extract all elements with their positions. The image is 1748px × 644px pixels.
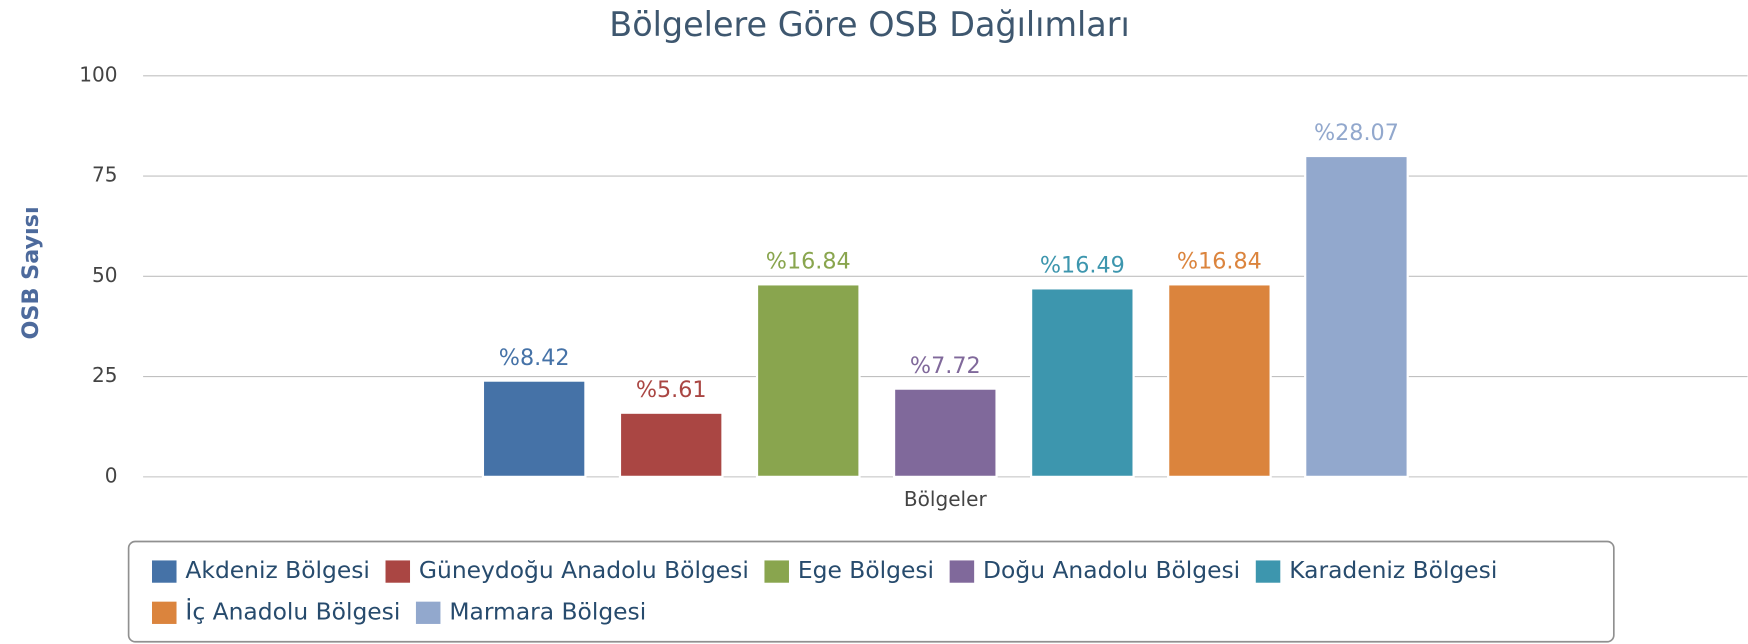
legend-swatch <box>949 560 975 583</box>
legend-label: Doğu Anadolu Bölgesi <box>983 556 1240 584</box>
legend-item[interactable]: Ege Bölgesi <box>764 556 934 584</box>
data-label: %16.84 <box>766 249 851 275</box>
bar <box>1167 283 1272 478</box>
bar <box>755 283 861 478</box>
legend-label: Karadeniz Bölgesi <box>1289 556 1497 584</box>
data-label: %7.72 <box>910 353 981 379</box>
data-label: %16.49 <box>1040 253 1125 279</box>
y-tick-label: 50 <box>92 263 118 287</box>
legend-item[interactable]: İç Anadolu Bölgesi <box>152 597 400 625</box>
bar <box>1304 154 1409 478</box>
y-tick-label: 75 <box>92 163 118 187</box>
y-tick-label: 0 <box>105 463 118 487</box>
legend-swatch <box>764 560 789 583</box>
legend-item[interactable]: Akdeniz Bölgesi <box>152 556 370 584</box>
bar <box>892 387 998 478</box>
bar <box>1029 287 1135 478</box>
legend-swatch <box>152 601 177 624</box>
legend-item[interactable]: Güneydoğu Anadolu Bölgesi <box>385 556 749 584</box>
legend-item[interactable]: Marmara Bölgesi <box>415 597 646 625</box>
data-label: %28.07 <box>1314 120 1399 146</box>
chart-title: Bölgelere Göre OSB Dağılımları <box>609 5 1130 44</box>
y-tick-label: 100 <box>79 62 117 86</box>
legend-label: Ege Bölgesi <box>798 556 934 584</box>
bar <box>618 411 724 478</box>
bar <box>481 379 587 478</box>
legend-item[interactable]: Karadeniz Bölgesi <box>1255 556 1498 584</box>
legend-swatch <box>385 560 411 583</box>
legend-label: İç Anadolu Bölgesi <box>185 597 400 625</box>
legend-swatch <box>415 601 441 624</box>
data-label: %16.84 <box>1177 249 1262 275</box>
legend-label: Marmara Bölgesi <box>449 597 646 625</box>
legend-item[interactable]: Doğu Anadolu Bölgesi <box>949 556 1241 584</box>
y-tick-label: 25 <box>92 363 118 387</box>
data-label: %8.42 <box>499 345 570 371</box>
legend-swatch <box>1255 560 1281 583</box>
legend-label: Güneydoğu Anadolu Bölgesi <box>419 556 749 584</box>
x-axis-label: Bölgeler <box>904 487 988 511</box>
legend-label: Akdeniz Bölgesi <box>185 556 369 584</box>
data-label: %5.61 <box>636 377 707 403</box>
legend-swatch <box>152 560 177 583</box>
legend-box <box>127 540 1615 643</box>
y-axis-title: OSB Sayısı <box>18 206 44 339</box>
